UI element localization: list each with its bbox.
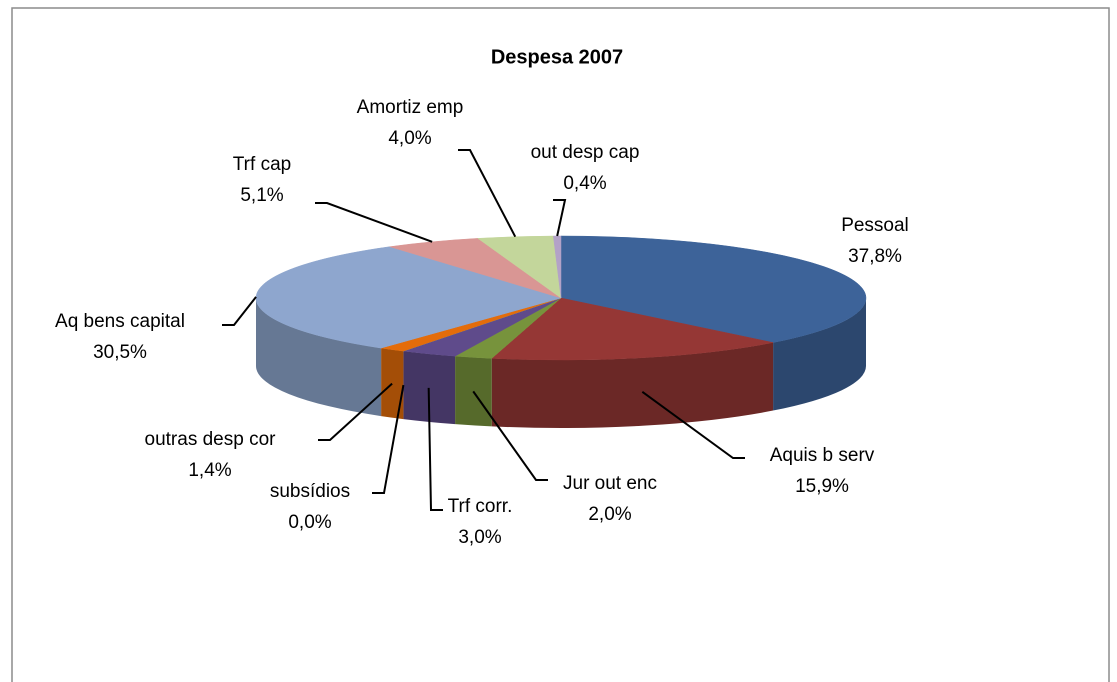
slice-value-label: 1,4% xyxy=(188,460,231,481)
slice-label: Jur out enc xyxy=(563,473,657,494)
slice xyxy=(255,246,562,349)
slice-value-label: 0,4% xyxy=(563,173,606,194)
slice-value-label: 2,0% xyxy=(588,504,631,525)
slice-label: out desp cap xyxy=(531,142,640,163)
slice-label: Aquis b serv xyxy=(770,445,875,466)
slice-side xyxy=(256,298,382,417)
slice-label: Trf cap xyxy=(233,154,291,175)
slice-value-label: 37,8% xyxy=(848,246,902,267)
slice-value-label: 4,0% xyxy=(388,128,431,149)
leader-line xyxy=(472,390,548,481)
slice xyxy=(553,235,562,299)
slice xyxy=(491,297,774,361)
leader-line xyxy=(641,390,745,459)
slice-label: Amortiz emp xyxy=(357,97,464,118)
slice-side xyxy=(491,342,774,429)
leader-line xyxy=(372,384,405,494)
leader-line xyxy=(318,382,393,441)
slice xyxy=(560,235,867,343)
leader-line xyxy=(553,199,567,237)
slice-value-label: 15,9% xyxy=(795,476,849,497)
slice-label: Trf corr. xyxy=(448,496,513,517)
leader-line xyxy=(222,296,257,326)
slice-side xyxy=(403,351,456,425)
slice-value-label: 5,1% xyxy=(240,185,283,206)
leader-line xyxy=(427,387,443,511)
slice-value-label: 3,0% xyxy=(458,527,501,548)
slice-side xyxy=(381,348,404,420)
slice-label: subsídios xyxy=(270,481,350,502)
chart-title: Despesa 2007 xyxy=(491,46,623,68)
slice-value-label: 30,5% xyxy=(93,342,147,363)
leader-line xyxy=(315,202,433,243)
slice-value-label: 0,0% xyxy=(288,512,331,533)
slice-side xyxy=(773,298,867,411)
slice-label: Aq bens capital xyxy=(55,311,185,332)
slice-label: Pessoal xyxy=(841,215,909,236)
slice-label: outras desp cor xyxy=(145,429,277,450)
leader-line xyxy=(458,149,517,238)
